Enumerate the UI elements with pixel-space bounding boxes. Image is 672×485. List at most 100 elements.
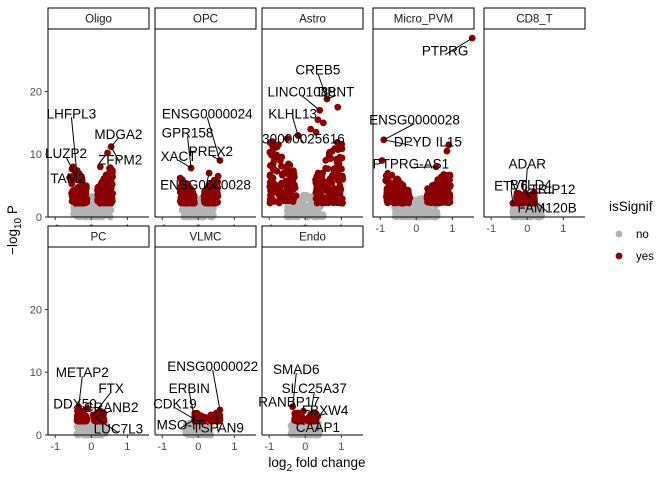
gene-label: ENSG0000028 (369, 113, 460, 128)
signif-point (289, 183, 296, 190)
gene-label: TAM2 (50, 171, 85, 186)
x-tick-label: 0 (195, 441, 201, 453)
gene-label: CREB5 (295, 63, 340, 78)
signif-point (190, 198, 197, 205)
facet-strip-label: VLMC (190, 232, 222, 244)
signif-point (267, 200, 274, 207)
gene-label: ZFPM2 (98, 152, 142, 167)
gene-label: DPYD (394, 135, 432, 150)
facet-strip-label: Endo (299, 232, 326, 244)
nonsignif-point (434, 212, 441, 219)
signif-point (424, 196, 431, 203)
y-tick-label: 0 (36, 212, 42, 224)
gene-label: LUC7L3 (94, 422, 144, 437)
signif-point (335, 189, 342, 196)
nonsignif-point (421, 207, 428, 214)
legend-label-no: no (636, 229, 649, 241)
gene-label: FAM120B (517, 201, 576, 216)
signif-point (441, 188, 448, 195)
signif-point (81, 194, 88, 201)
gene-label: PTPRG (422, 44, 469, 59)
gene-label: CDK19 (153, 397, 197, 412)
signif-point (78, 186, 85, 193)
signif-point (104, 179, 111, 186)
signif-point (95, 186, 102, 193)
x-tick-label: -1 (157, 441, 167, 453)
y-axis-title-tail: P (5, 205, 20, 218)
y-tick-label: 20 (30, 86, 42, 98)
signif-point (331, 165, 338, 172)
signif-point (323, 187, 330, 194)
gene-label: ERBIN (169, 381, 210, 396)
signif-point (329, 172, 336, 179)
signif-point (434, 181, 441, 188)
facet-strip-label: PC (91, 232, 107, 244)
signif-point (267, 172, 274, 179)
signif-point (383, 172, 390, 179)
legend-label-yes: yes (636, 251, 654, 263)
nonsignif-point (313, 212, 320, 219)
signif-point (338, 166, 345, 173)
gene-label: IL15 (436, 135, 462, 150)
gene-label: 30000025616 (262, 132, 345, 147)
signif-point (290, 170, 297, 177)
nonsignif-point (398, 213, 405, 220)
y-axis-title: −log10 P (5, 205, 24, 255)
gene-label: PTPRG-AS1 (373, 157, 450, 172)
signif-point (289, 177, 296, 184)
gene-label: KLHL13 (268, 106, 317, 121)
gene-label: METAP2 (56, 365, 109, 380)
x-tick-label: -1 (486, 223, 496, 235)
signif-point (108, 192, 115, 199)
nonsignif-point (184, 209, 191, 216)
x-tick-label: -1 (50, 441, 60, 453)
x-tick-label: 0 (88, 441, 94, 453)
facet-strip-label: CD8_T (516, 14, 552, 26)
gene-label: MDGA2 (94, 127, 142, 142)
x-axis-title-tail: fold change (292, 455, 366, 470)
x-tick-label: 1 (560, 223, 566, 235)
x-tick-label: 1 (338, 441, 344, 453)
gene-label: SLC25A37 (282, 381, 347, 396)
signif-point (318, 174, 325, 181)
signif-point (101, 196, 108, 203)
y-tick-label: 20 (30, 304, 42, 316)
x-tick-label: 1 (231, 441, 237, 453)
x-tick-label: 1 (449, 223, 455, 235)
signif-point (82, 415, 89, 422)
signif-point (401, 195, 408, 202)
gene-label: ENSG0000022 (167, 359, 258, 374)
gene-label: TSPAN9 (192, 420, 244, 435)
signif-point (328, 180, 335, 187)
facet-panel-astro: AstroCREB5LINC01088DPNTKLHL1330000025616… (262, 8, 363, 235)
gene-label: LUZP2 (45, 146, 87, 161)
signif-point (320, 119, 327, 126)
signif-point (279, 171, 286, 178)
facet-panel-opc: OPCENSG0000024GPR158PREX2XACTENSG0000028… (155, 8, 256, 235)
signif-point (280, 195, 287, 202)
signif-point (445, 183, 452, 190)
signif-point (205, 193, 212, 200)
signif-point (283, 164, 290, 171)
gene-label: ENSG0000028 (160, 177, 251, 192)
signif-point (69, 197, 76, 204)
legend-swatch-yes (616, 253, 623, 260)
signif-point (446, 193, 453, 200)
nonsignif-point (409, 212, 416, 219)
signif-point (386, 192, 393, 199)
signif-point (317, 196, 324, 203)
nonsignif-point (305, 203, 312, 210)
gene-label: XACT (160, 149, 196, 164)
gene-label: TRIP12 (530, 182, 576, 197)
x-tick-label: 1 (124, 441, 130, 453)
signif-point (318, 180, 325, 187)
signif-point (109, 173, 116, 180)
y-tick-label: 10 (30, 149, 42, 161)
gene-label: DPNT (318, 84, 355, 99)
signif-point (288, 195, 295, 202)
